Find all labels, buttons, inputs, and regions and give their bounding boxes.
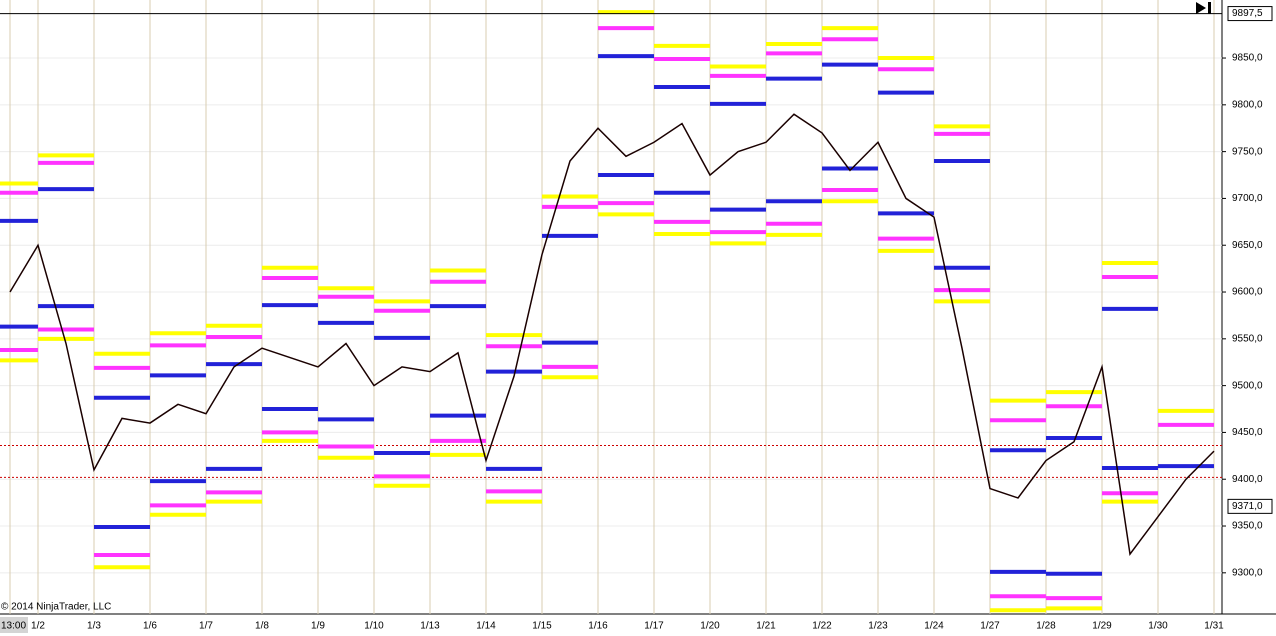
y-tick-label: 9650,0	[1232, 240, 1263, 251]
x-tick-label: 1/3	[87, 621, 101, 632]
x-tick-label: 1/7	[199, 621, 213, 632]
y-tick-label: 9300,0	[1232, 567, 1263, 578]
copyright: © 2014 NinjaTrader, LLC	[1, 602, 111, 613]
price-marker-label: 9897,5	[1232, 8, 1263, 19]
price-marker-box	[1227, 6, 1273, 22]
x-tick-label: 1/20	[700, 621, 720, 632]
x-tick-label: 1/13	[420, 621, 440, 632]
y-tick-label: 9600,0	[1232, 287, 1263, 298]
x-tick-label: 1/9	[311, 621, 325, 632]
x-tick-label: 1/10	[364, 621, 384, 632]
x-tick-label: 1/31	[1204, 621, 1224, 632]
price-line	[9, 113, 1215, 556]
price-marker-label: 9371,0	[1232, 501, 1263, 512]
y-tick-label: 9700,0	[1232, 193, 1263, 204]
x-tick-label: 1/22	[812, 621, 832, 632]
x-tick-label: 13:00	[1, 621, 26, 632]
x-tick-label: 1/17	[644, 621, 664, 632]
y-tick-label: 9450,0	[1232, 427, 1263, 438]
x-tick-label: 1/14	[476, 621, 496, 632]
y-tick-label: 9350,0	[1232, 521, 1263, 532]
x-tick-label: 1/6	[143, 621, 157, 632]
x-tick-label: 1/27	[980, 621, 1000, 632]
x-tick-label: 1/24	[924, 621, 944, 632]
x-tick-label: 1/23	[868, 621, 888, 632]
x-label-box	[0, 617, 28, 633]
x-tick-label: 1/16	[588, 621, 608, 632]
y-tick-label: 9400,0	[1232, 474, 1263, 485]
x-tick-label: 1/29	[1092, 621, 1112, 632]
x-tick-label: 1/2	[31, 621, 45, 632]
y-tick-label: 9550,0	[1232, 333, 1263, 344]
x-tick-label: 1/28	[1036, 621, 1056, 632]
price-marker-box	[1227, 498, 1273, 514]
y-tick-label: 9850,0	[1232, 53, 1263, 64]
y-tick-label: 9500,0	[1232, 380, 1263, 391]
x-tick-label: 1/21	[756, 621, 776, 632]
x-tick-label: 1/15	[532, 621, 552, 632]
y-tick-label: 9750,0	[1232, 146, 1263, 157]
x-tick-label: 1/8	[255, 621, 269, 632]
x-tick-label: 1/30	[1148, 621, 1168, 632]
scroll-end-icon[interactable]	[1196, 2, 1211, 14]
y-tick-label: 9800,0	[1232, 99, 1263, 110]
